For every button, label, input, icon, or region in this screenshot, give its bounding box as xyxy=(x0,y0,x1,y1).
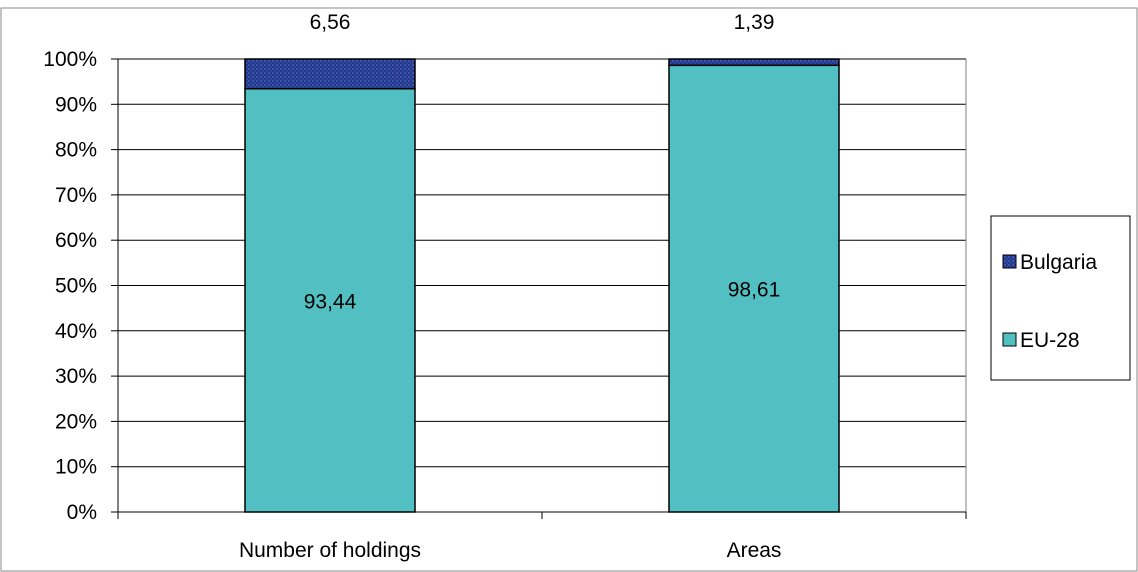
y-tick-label: 0% xyxy=(67,501,97,524)
x-category-label: Number of holdings xyxy=(239,539,421,562)
legend-swatch-eu-28 xyxy=(1002,332,1017,347)
legend-label-eu-28: EU-28 xyxy=(1020,329,1080,352)
y-tick-label: 70% xyxy=(55,184,97,207)
y-tick-label: 80% xyxy=(55,139,97,162)
bar-bulgaria-areas xyxy=(668,58,840,67)
y-tick-label: 30% xyxy=(55,365,97,388)
axes: 0% 10% 20% 30% 40% 50% 60% 70% 80% 90% 100% Number … xyxy=(43,48,967,562)
data-label-eu-28: 93,44 xyxy=(304,290,357,313)
labels: 93,44 6,56 98,61 1,39 xyxy=(304,11,781,313)
legend: Bulgaria EU-28 xyxy=(990,215,1131,381)
data-label-bulgaria: 1,39 xyxy=(734,11,775,34)
data-label-eu-28: 98,61 xyxy=(728,279,781,302)
bar-eu-28-number-of-holdings xyxy=(244,87,416,513)
y-tick-label: 60% xyxy=(55,229,97,252)
y-tick-label: 50% xyxy=(55,275,97,298)
chart-frame xyxy=(0,7,1138,572)
y-tick-label: 20% xyxy=(55,410,97,433)
y-tick-label: 40% xyxy=(55,320,97,343)
legend-label-bulgaria: Bulgaria xyxy=(1020,251,1097,274)
y-tick-label: 90% xyxy=(55,93,97,116)
bars xyxy=(244,58,840,513)
x-category-label: Areas xyxy=(727,539,782,562)
legend-swatch-bulgaria xyxy=(1002,254,1017,269)
y-tick-label: 10% xyxy=(55,456,97,479)
bar-eu-28-areas xyxy=(668,64,840,513)
bar-bulgaria-number-of-holdings xyxy=(244,58,416,90)
y-tick-label: 100% xyxy=(43,48,97,71)
data-label-bulgaria: 6,56 xyxy=(310,11,351,34)
legend-box xyxy=(990,215,1131,381)
